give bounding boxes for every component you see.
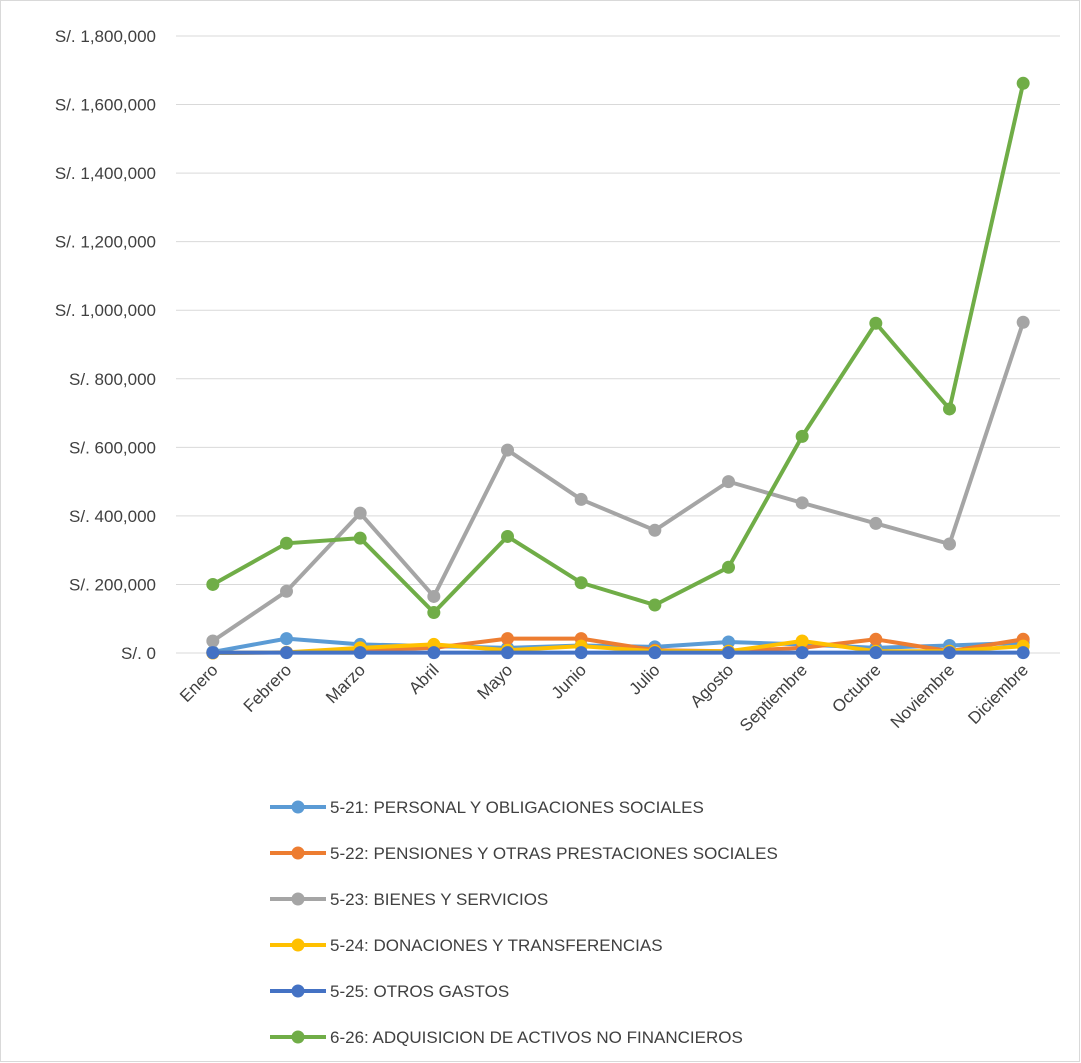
data-point — [427, 589, 441, 603]
data-point — [795, 634, 809, 648]
series-line — [211, 321, 1026, 643]
legend-label: 5-22: PENSIONES Y OTRAS PRESTACIONES SOC… — [330, 844, 778, 863]
legend-marker — [291, 846, 305, 860]
data-point — [722, 560, 735, 574]
y-tick-label: S/. 400,000 — [69, 507, 156, 526]
legend-label: 5-23: BIENES Y SERVICIOS — [330, 890, 548, 909]
data-point — [501, 646, 514, 660]
data-point — [869, 646, 883, 660]
legend-marker — [291, 938, 305, 952]
data-point — [648, 523, 662, 537]
data-point — [353, 531, 367, 545]
y-tick-label: S/. 1,200,000 — [55, 233, 156, 252]
data-point — [722, 646, 735, 660]
data-point — [280, 536, 293, 550]
data-point — [869, 316, 883, 330]
legend-label: 5-25: OTROS GASTOS — [330, 982, 509, 1001]
data-point — [501, 632, 514, 646]
data-point — [648, 598, 662, 612]
data-point — [280, 646, 293, 660]
data-point — [943, 402, 956, 416]
data-point — [353, 646, 367, 660]
data-point — [206, 646, 220, 660]
data-point — [353, 506, 367, 520]
data-point — [795, 496, 809, 510]
data-point — [795, 646, 809, 660]
y-tick-label: S/. 200,000 — [69, 575, 156, 594]
legend-label: 5-21: PERSONAL Y OBLIGACIONES SOCIALES — [330, 798, 704, 817]
data-point — [574, 492, 588, 506]
data-point — [722, 635, 735, 649]
data-point — [427, 606, 441, 620]
data-point — [648, 646, 662, 660]
y-tick-label: S/. 1,400,000 — [55, 164, 156, 183]
data-point — [795, 429, 809, 443]
data-point — [280, 584, 293, 598]
data-point — [280, 632, 293, 646]
data-point — [574, 576, 588, 590]
data-point — [501, 529, 514, 543]
data-point — [1016, 646, 1030, 660]
data-point — [206, 634, 220, 648]
data-point — [1016, 76, 1030, 90]
legend-marker — [291, 800, 305, 814]
y-tick-label: S/. 1,000,000 — [55, 301, 156, 320]
legend-label: 6-26: ADQUISICION DE ACTIVOS NO FINANCIE… — [330, 1028, 743, 1047]
data-point — [206, 577, 220, 591]
legend-marker — [291, 1030, 305, 1044]
y-tick-label: S/. 800,000 — [69, 370, 156, 389]
y-tick-label: S/. 0 — [121, 644, 156, 663]
legend-marker — [291, 984, 305, 998]
y-tick-label: S/. 1,600,000 — [55, 96, 156, 115]
data-point — [869, 632, 883, 646]
data-point — [943, 537, 956, 551]
data-point — [1016, 315, 1030, 329]
y-tick-label: S/. 1,800,000 — [55, 27, 156, 46]
data-point — [574, 646, 588, 660]
series-line — [211, 82, 1026, 615]
data-point — [722, 475, 735, 489]
y-tick-label: S/. 600,000 — [69, 438, 156, 457]
data-point — [943, 646, 956, 660]
legend-marker — [291, 892, 305, 906]
legend-label: 5-24: DONACIONES Y TRANSFERENCIAS — [330, 936, 663, 955]
data-point — [501, 443, 514, 457]
data-point — [427, 646, 441, 660]
data-point — [869, 516, 883, 530]
